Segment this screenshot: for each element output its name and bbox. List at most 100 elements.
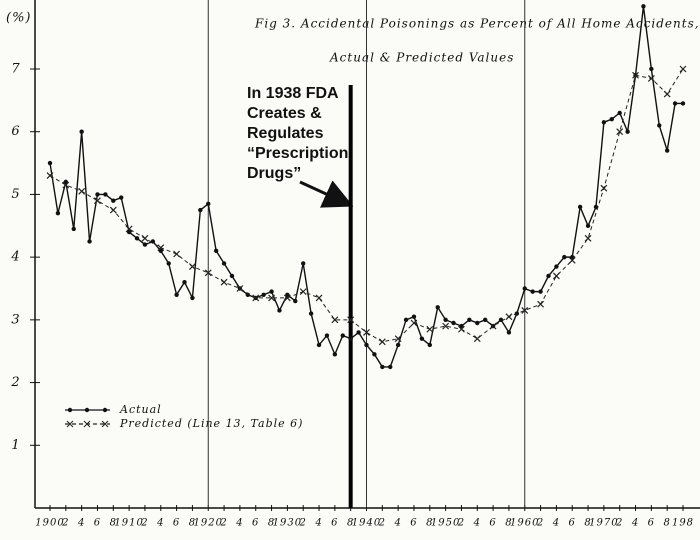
x-tick-label: 2: [615, 518, 623, 529]
point: [568, 256, 576, 264]
point: [78, 187, 86, 195]
annotation-line: Creates &: [247, 105, 322, 122]
point: [103, 192, 108, 197]
point: [331, 316, 339, 324]
point: [142, 242, 148, 247]
point: [94, 197, 101, 205]
point: [625, 129, 630, 134]
point: [301, 261, 306, 266]
point: [347, 316, 355, 324]
y-tick-label: 6: [11, 124, 20, 139]
x-tick-label: 2: [140, 518, 148, 529]
point: [62, 181, 70, 189]
y-tick-label: 3: [11, 312, 20, 327]
point: [236, 285, 244, 292]
point: [679, 65, 687, 73]
x-tick-label: 6: [489, 518, 496, 529]
x-tick-label: 1920: [194, 518, 223, 529]
x-tick-label: 1930: [273, 518, 302, 529]
point: [522, 286, 527, 291]
point: [584, 234, 592, 242]
point: [394, 335, 402, 343]
point: [411, 314, 417, 319]
x-tick-label: 1900: [35, 518, 64, 529]
point: [641, 4, 646, 9]
point: [562, 254, 567, 260]
point: [126, 229, 132, 235]
point: [552, 272, 560, 280]
x-tick-label: 6: [94, 518, 101, 529]
point: [364, 342, 369, 348]
x-tick-label: 1960: [510, 518, 539, 529]
point: [585, 223, 591, 228]
point: [577, 204, 583, 210]
legend-label: Actual: [119, 403, 162, 416]
point: [380, 364, 385, 370]
point: [206, 201, 211, 207]
point: [324, 333, 330, 338]
point: [467, 317, 472, 323]
point: [340, 333, 345, 338]
point: [427, 342, 432, 348]
point: [190, 295, 195, 301]
point: [537, 300, 544, 308]
point: [403, 317, 409, 323]
y-tick-label: 4: [10, 250, 20, 265]
x-tick-label: 2: [299, 518, 307, 529]
point: [268, 294, 275, 302]
x-tick-label: 2: [536, 518, 544, 529]
x-tick-label: 1970: [589, 518, 618, 529]
legend-marker: [84, 407, 90, 413]
point: [213, 248, 219, 254]
x-tick-label: 4: [314, 518, 322, 529]
point: [79, 129, 84, 134]
point: [87, 239, 92, 244]
point: [125, 225, 133, 233]
point: [293, 298, 298, 304]
point: [315, 294, 323, 302]
point: [458, 325, 465, 333]
point: [546, 273, 551, 279]
point: [182, 280, 187, 285]
point: [299, 288, 307, 296]
point: [663, 90, 671, 98]
point: [378, 338, 386, 346]
point: [600, 184, 608, 192]
x-tick-label: 6: [331, 518, 338, 529]
x-tick-label: 8: [110, 518, 117, 529]
point: [119, 195, 124, 200]
point: [285, 292, 290, 297]
legend-marker: [102, 407, 108, 413]
series-line: [49, 68, 684, 343]
point: [55, 211, 61, 216]
point: [473, 335, 481, 343]
point: [672, 101, 678, 106]
point: [506, 330, 512, 335]
annotation-arrow: [299, 180, 354, 208]
point: [649, 66, 654, 72]
point: [221, 261, 227, 266]
x-tick-label: 198: [672, 518, 694, 529]
point: [617, 110, 622, 116]
annotation-line: “Prescription: [247, 145, 348, 162]
legend-marker: [66, 420, 74, 428]
legend-marker: [83, 420, 91, 428]
x-tick-label: 4: [552, 518, 560, 529]
point: [63, 179, 69, 185]
x-tick-label: 1910: [114, 518, 143, 529]
point: [632, 71, 639, 79]
point: [521, 307, 529, 314]
y-unit-label: (%): [6, 11, 32, 26]
point: [451, 320, 456, 326]
x-tick-label: 4: [235, 518, 243, 529]
point: [459, 323, 464, 329]
point: [647, 74, 655, 82]
point: [489, 322, 497, 330]
point: [269, 289, 274, 294]
point: [348, 336, 353, 341]
point: [505, 313, 513, 321]
x-tick-label: 1950: [431, 518, 460, 529]
point: [593, 204, 599, 210]
point: [46, 172, 54, 180]
